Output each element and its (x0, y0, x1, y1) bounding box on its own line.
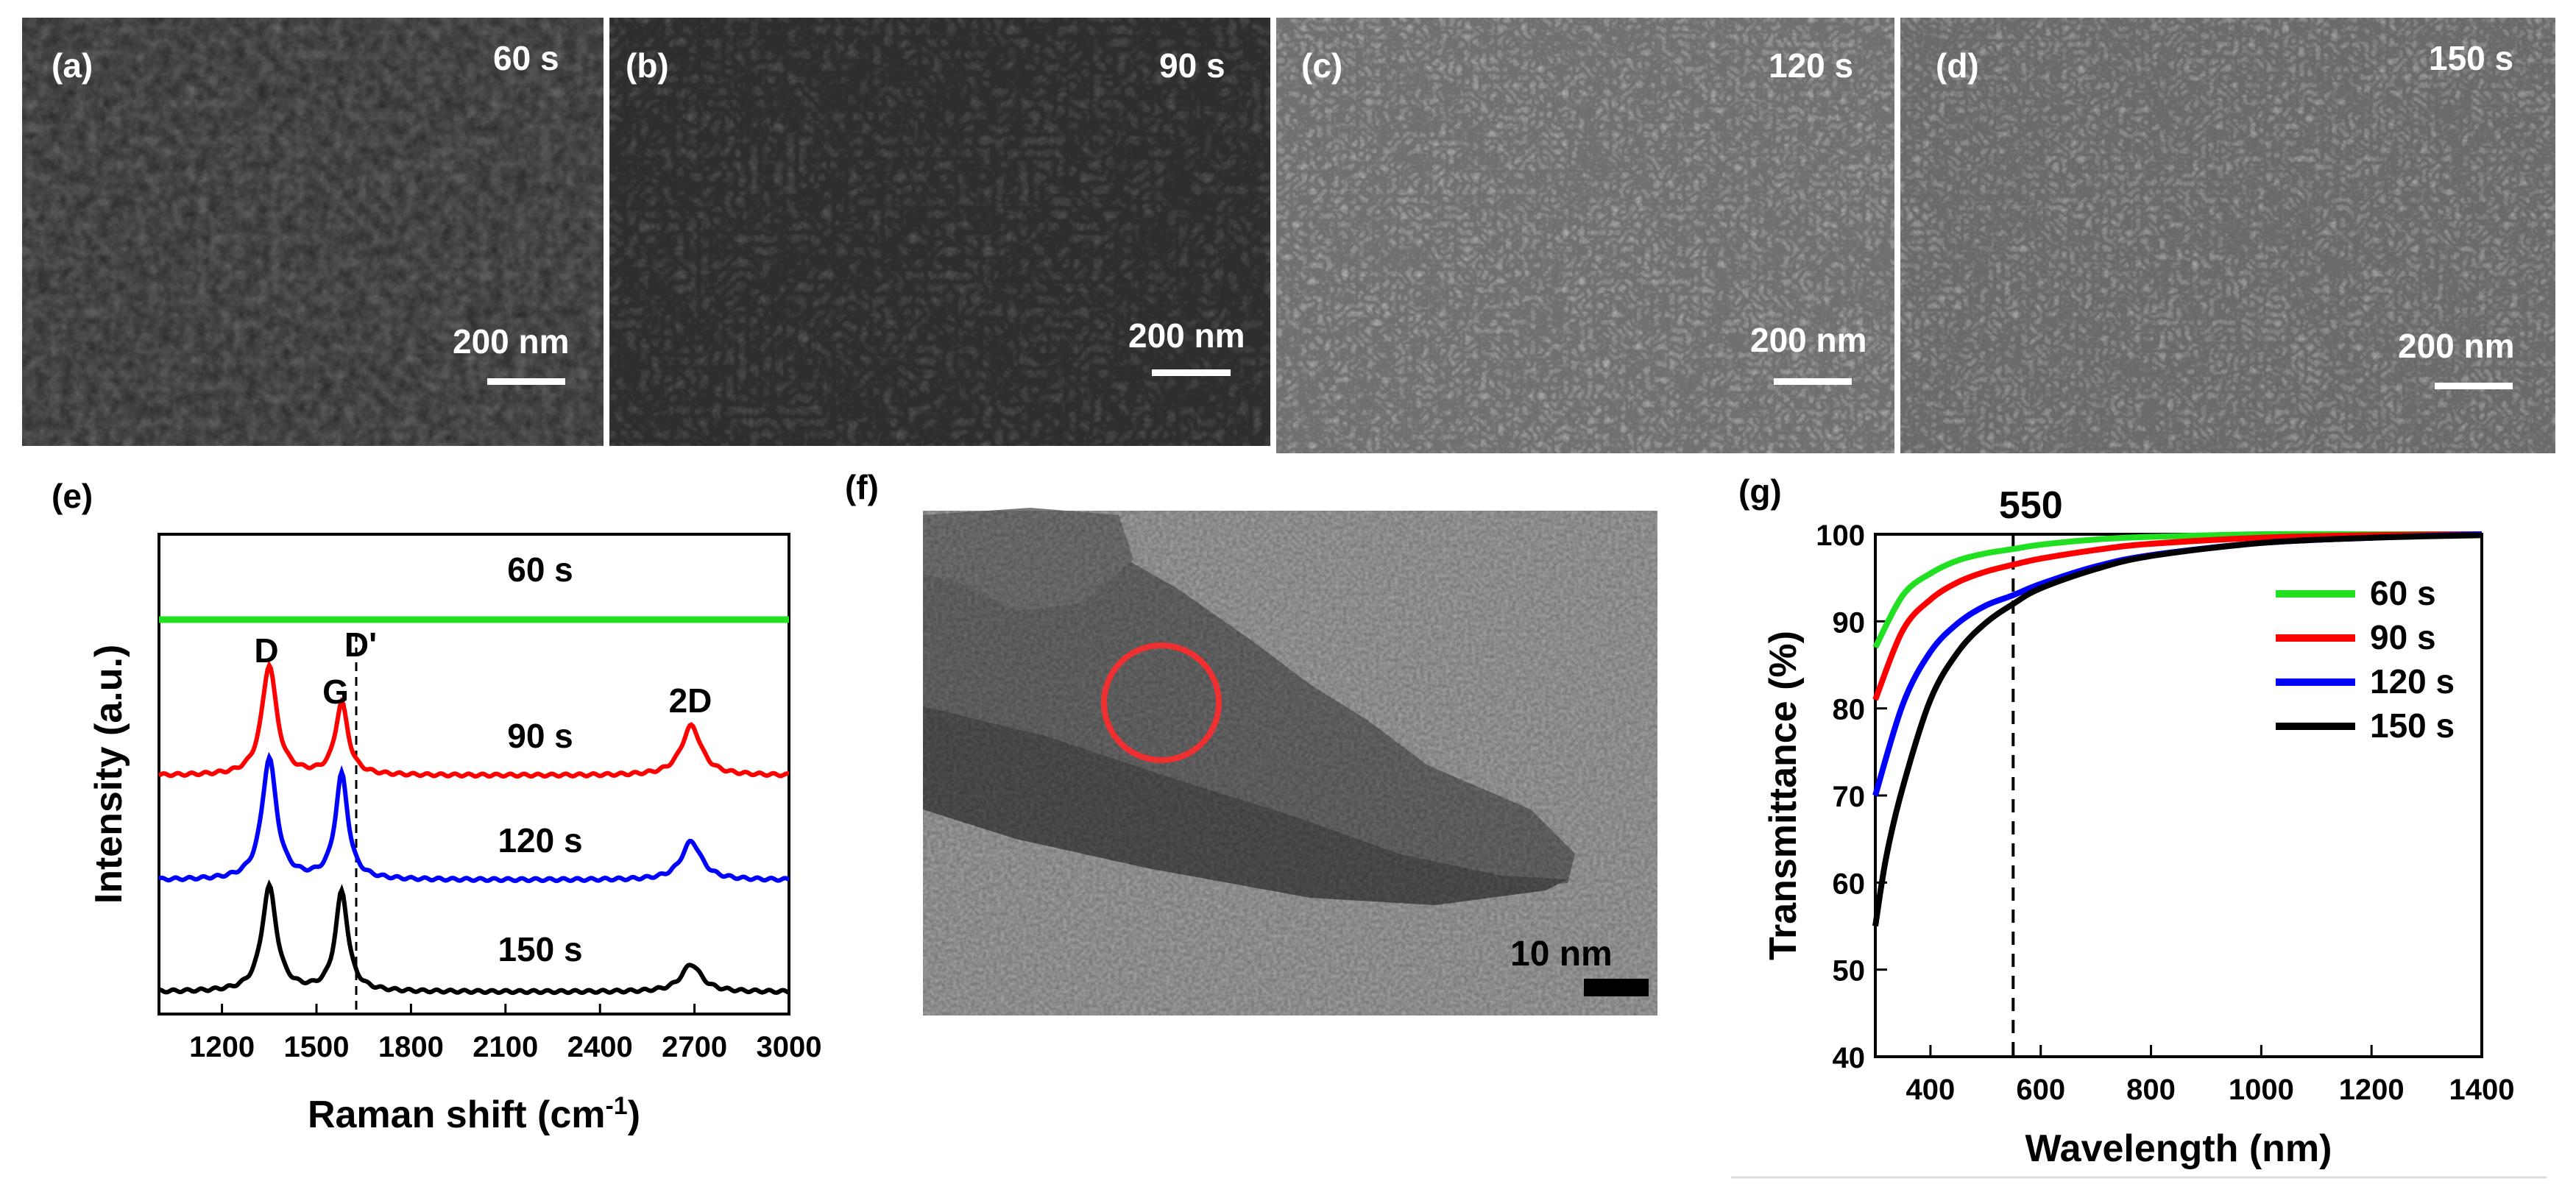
scale-bar-c (1774, 378, 1852, 385)
trans-x-tick-label: 600 (2016, 1074, 2065, 1106)
raman-series-label-150-s: 150 s (498, 930, 582, 968)
trans-legend: 60 s 90 s 120 s 150 s (2276, 574, 2455, 745)
sem-panel-c: (c) 120 s 200 nm (1276, 18, 1894, 453)
trans-series (1872, 531, 2483, 927)
trans-legend-label-90-s: 90 s (2370, 618, 2436, 656)
trans-ylabel: Transmittance (%) (1762, 631, 1805, 960)
time-label-c: 120 s (1769, 46, 1853, 85)
sem-panel-b: (b) 90 s 200 nm (609, 18, 1270, 446)
trans-y-tick-label: 100 (1816, 520, 1865, 552)
trans-y-tick-label: 80 (1833, 694, 1866, 726)
scale-bar-b (1152, 369, 1231, 376)
raman-xlabel-close: ) (628, 1094, 640, 1136)
raman-peak-label-g: G (322, 673, 349, 711)
panel-label-a: (a) (52, 46, 93, 85)
scale-label-d: 200 nm (2398, 327, 2515, 365)
scale-label-b: 200 nm (1128, 316, 1245, 355)
panel-label-b: (b) (626, 46, 669, 85)
trans-xlabel: Wavelength (nm) (2025, 1127, 2332, 1170)
raman-series (158, 616, 790, 996)
raman-series-label-120-s: 120 s (498, 821, 582, 859)
panel-label-e: (e) (52, 477, 93, 515)
raman-series-labels: 60 s 90 s 120 s 150 s (498, 550, 582, 968)
tem-highlight-circle (1101, 642, 1222, 763)
trans-x-tick-label: 1200 (2339, 1074, 2405, 1106)
scale-bar-d (2435, 383, 2513, 389)
scale-bar-a (487, 378, 565, 385)
trans-x-tick-label: 800 (2126, 1074, 2176, 1106)
raman-panel-e: (e) 1200 1500 1800 2100 2400 2700 3000 DGD'2D … (52, 477, 821, 1136)
raman-xlabel-sup: -1 (605, 1092, 627, 1120)
transmittance-panel-g: (g) 400 600 800 1000 1200 1400 40 50 60 70 80 90 100… (1731, 472, 2547, 1179)
scale-label-c: 200 nm (1750, 321, 1867, 359)
trans-ticks: 400 600 800 1000 1200 1400 40 50 60 70 80 90 100 (1816, 520, 2514, 1106)
raman-peak-labels: D G D' 2D (254, 625, 712, 720)
tem-panel-f: (f) 10 nm (845, 468, 1657, 1016)
trans-y-tick-label: 40 (1833, 1042, 1866, 1074)
raman-peak-label-d-prime: D' (344, 625, 377, 664)
trans-y-tick-label: 90 (1833, 606, 1866, 639)
trans-line-90-s (1872, 531, 2483, 701)
trans-legend-label-150-s: 150 s (2370, 706, 2455, 745)
time-label-d: 150 s (2429, 39, 2513, 77)
trans-x-tick-label: 1000 (2229, 1074, 2294, 1106)
panel-label-g: (g) (1738, 472, 1782, 511)
trans-line-150-s (1872, 532, 2483, 927)
sem-panel-a: (a) 60 s 200 nm (22, 18, 604, 446)
raman-x-tick-label: 2400 (567, 1031, 633, 1063)
raman-xlabel-main: Raman shift (cm (308, 1094, 606, 1136)
trans-y-tick-label: 60 (1833, 868, 1866, 900)
trans-550-label: 550 (1999, 484, 2063, 527)
trans-y-tick-label: 70 (1833, 781, 1866, 813)
raman-series-label-60-s: 60 s (507, 550, 573, 589)
raman-xlabel: Raman shift (cm-1) (308, 1092, 640, 1136)
raman-x-tick-label: 1800 (378, 1031, 444, 1063)
raman-line-150-s (158, 879, 790, 996)
panel-label-d: (d) (1936, 46, 1979, 85)
tem-scale-bar (1584, 979, 1649, 996)
trans-legend-label-60-s: 60 s (2370, 574, 2436, 612)
trans-x-tick-label: 1400 (2449, 1074, 2515, 1106)
trans-plot-frame (1874, 533, 2483, 1058)
panel-label-f: (f) (845, 468, 879, 506)
raman-x-tick-label: 1500 (284, 1031, 350, 1063)
raman-x-tick-label: 2700 (662, 1031, 727, 1063)
tem-scale-label: 10 nm (1510, 935, 1613, 974)
scale-label-a: 200 nm (453, 322, 570, 361)
raman-x-tick-label: 3000 (757, 1031, 822, 1063)
time-label-b: 90 s (1159, 46, 1225, 85)
raman-x-ticks: 1200 1500 1800 2100 2400 2700 3000 (189, 1004, 821, 1063)
raman-x-tick-label: 1200 (189, 1031, 255, 1063)
raman-series-label-90-s: 90 s (507, 717, 573, 755)
raman-line-120-s (158, 751, 790, 884)
sem-panel-d: (d) 150 s 200 nm (1900, 18, 2555, 453)
raman-x-tick-label: 2100 (473, 1031, 538, 1063)
raman-peak-label-d: D (254, 631, 278, 670)
time-label-a: 60 s (493, 39, 559, 77)
raman-line-90-s (158, 660, 790, 779)
raman-ylabel: Intensity (a.u.) (88, 645, 130, 904)
trans-y-tick-label: 50 (1833, 955, 1866, 988)
panel-label-c: (c) (1301, 46, 1342, 85)
raman-peak-label-2d: 2D (669, 681, 712, 720)
trans-x-tick-label: 400 (1906, 1074, 1956, 1106)
trans-legend-label-120-s: 120 s (2370, 662, 2455, 701)
